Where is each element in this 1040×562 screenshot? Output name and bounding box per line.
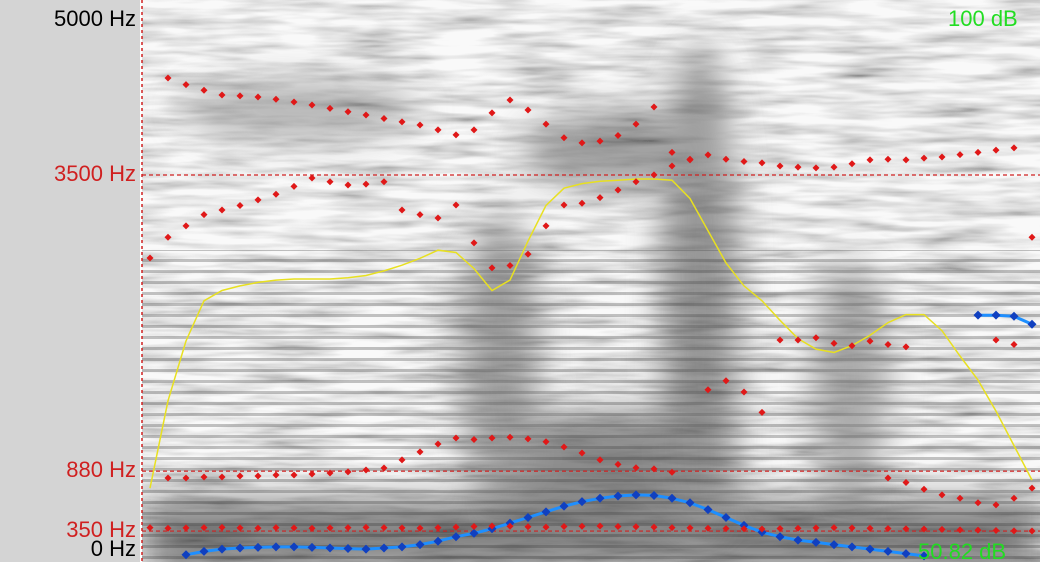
intensity-max-label: 100 dB	[948, 6, 1018, 31]
cursor-label: 3500 Hz	[54, 161, 136, 186]
intensity-min-label: 50.82 dB	[918, 539, 1006, 562]
frequency-label: 0 Hz	[91, 536, 136, 561]
frequency-label: 5000 Hz	[54, 6, 136, 31]
spectrogram-window: 3500 Hz880 Hz350 Hz5000 Hz0 Hz100 dB50.8…	[0, 0, 1040, 562]
cursor-label: 880 Hz	[66, 457, 136, 482]
